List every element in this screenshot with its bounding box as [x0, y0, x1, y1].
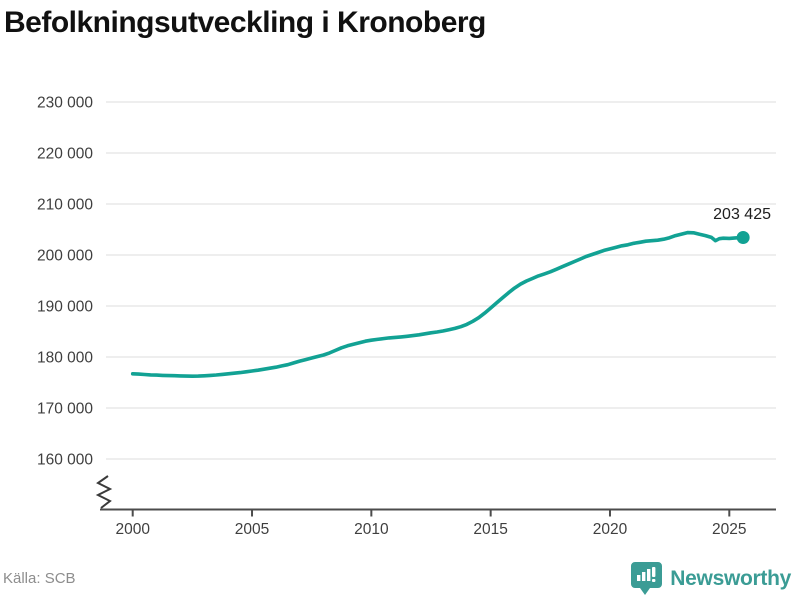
population-line [130, 230, 745, 379]
last-point-marker [736, 231, 750, 245]
newsworthy-logo-icon [631, 562, 663, 595]
y-tick-label: 190 000 [37, 299, 93, 316]
source-label: Källa: SCB [3, 570, 76, 587]
chart-title: Befolkningsutveckling i Kronoberg [4, 6, 486, 39]
x-tick-label: 2020 [593, 521, 628, 538]
newsworthy-brand-text: Newsworthy [670, 566, 791, 590]
x-tick-label: 2010 [354, 521, 389, 538]
y-tick-label: 210 000 [37, 197, 93, 214]
newsworthy-brand: Newsworthy [630, 561, 791, 596]
x-tick-label: 2000 [115, 521, 150, 538]
x-tick-label: 2025 [712, 521, 746, 538]
y-tick-label: 160 000 [37, 452, 93, 469]
last-value-label: 203 425 [713, 206, 771, 223]
logo-bubble-shape [631, 562, 663, 595]
y-tick-label: 170 000 [37, 401, 93, 418]
logo-bars-glyph [637, 567, 656, 582]
y-tick-label: 200 000 [37, 248, 93, 265]
y-tick-label: 180 000 [37, 350, 93, 367]
x-tick-label: 2015 [473, 521, 507, 538]
y-tick-label: 220 000 [37, 146, 93, 163]
x-tick-label: 2005 [235, 521, 269, 538]
y-tick-label: 230 000 [37, 95, 93, 112]
axis-break-icon [95, 475, 113, 509]
